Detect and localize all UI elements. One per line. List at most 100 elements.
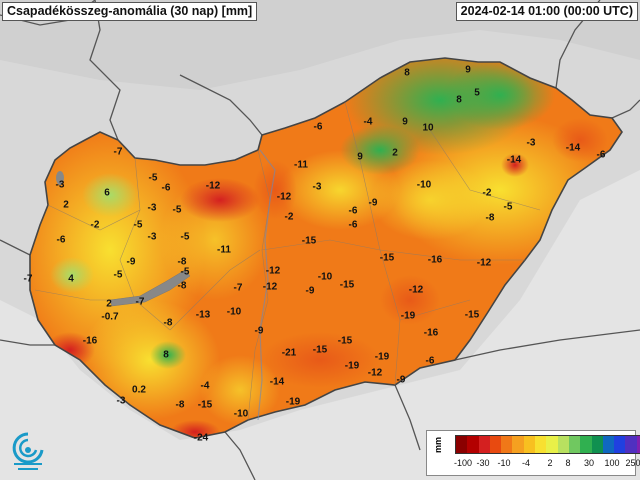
legend-swatch [523,436,536,453]
legend-swatch [614,436,626,453]
value-label: 2 [392,147,398,159]
value-label: -9 [126,256,136,268]
value-label: -15 [339,279,355,291]
value-label: -19 [374,351,390,363]
legend-tick-label: 250 [625,458,640,468]
value-label: -6 [596,149,606,161]
value-label: -4 [363,116,373,128]
legend-unit: mm [433,436,443,453]
value-label: -2 [482,187,492,199]
legend-swatch [456,436,468,453]
value-label: -5 [172,204,182,216]
value-label: -2 [90,219,100,231]
value-label: -7 [233,282,243,294]
value-label: -12 [205,180,221,192]
value-label: -10 [416,179,432,191]
value-label: 5 [474,87,480,99]
value-label: -3 [312,181,322,193]
legend-tick-label: 8 [565,458,571,468]
legend-tick-label: 2 [547,458,553,468]
legend-swatch [489,436,502,453]
legend-swatch [580,436,592,453]
value-label: -6 [56,234,66,246]
value-label: -10 [226,306,242,318]
legend-swatch [478,436,490,453]
value-label: -24 [193,432,209,444]
value-label: -4 [200,380,210,392]
value-label: -0.7 [101,311,119,323]
legend-swatch [557,436,569,453]
value-label: -9 [368,197,378,209]
value-label: 8 [456,94,462,106]
value-label: -14 [269,376,285,388]
value-label: 6 [104,187,110,199]
logo-icon [12,432,44,470]
value-label: -10 [317,271,333,283]
value-label: -21 [281,347,297,359]
value-label: 2 [106,298,112,310]
value-label: -19 [400,310,416,322]
value-label: -12 [265,265,281,277]
value-label: -14 [565,142,581,154]
value-label: 9 [465,64,471,76]
value-label: -9 [305,285,315,297]
value-label: -16 [423,327,439,339]
value-label: -6 [313,121,323,133]
legend-ticks: -100 -30 -10 -4 2 8 30 100 250 [451,458,640,470]
value-label: -3 [55,179,65,191]
value-label: -16 [427,254,443,266]
legend-tick-label: 100 [604,458,620,468]
value-label: -5 [503,201,513,213]
value-label: -8 [163,317,173,329]
value-label: -19 [344,360,360,372]
value-label: -10 [233,408,249,420]
map-title: Csapadékösszeg-anomália (30 nap) [mm] [2,2,258,21]
value-label: -12 [476,257,492,269]
value-label: -14 [506,154,522,166]
value-label: -9 [396,374,406,386]
value-label: 0.2 [132,384,146,396]
value-label: 10 [422,122,434,134]
legend-swatch [535,436,547,453]
legend-swatch [512,436,524,453]
value-label: -6 [161,182,171,194]
value-label: -13 [195,309,211,321]
value-label: 2 [63,199,69,211]
value-label: -11 [217,244,231,256]
value-label: -3 [116,395,126,407]
value-label: 8 [163,349,169,361]
value-label: -3 [147,202,157,214]
value-label: -12 [367,367,383,379]
value-label: -8 [485,212,495,224]
value-label: 4 [68,273,74,285]
value-label: -2 [284,211,294,223]
value-label: -5 [148,172,158,184]
legend-tick-label: -4 [521,458,531,468]
value-label: -9 [254,325,264,337]
legend-swatch [467,436,479,453]
legend-tick-label: 30 [583,458,595,468]
value-label: -19 [285,396,301,408]
value-label: -8 [177,256,187,268]
legend-tick-label: -100 [453,458,473,468]
value-label: -5 [180,231,190,243]
legend-color-bar [455,435,640,454]
legend-swatch [636,436,640,453]
value-label: -5 [133,219,143,231]
value-label: -3 [147,231,157,243]
value-label: -5 [113,269,123,281]
value-label: 8 [404,67,410,79]
color-legend: mm -100 -30 -10 -4 2 8 30 100 250 [426,430,640,476]
value-label: 9 [402,116,408,128]
value-label: -3 [526,137,536,149]
value-label: -12 [262,281,278,293]
legend-swatch [591,436,603,453]
value-label: -6 [348,205,358,217]
legend-swatch [568,436,581,453]
value-label: -15 [464,309,480,321]
value-label: -6 [348,219,358,231]
legend-swatch [625,436,637,453]
value-label: -6 [425,355,435,367]
value-label: 9 [357,151,363,163]
